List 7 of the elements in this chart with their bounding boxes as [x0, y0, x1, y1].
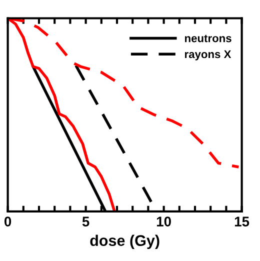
x-tick-label: 5 — [82, 216, 90, 226]
x-axis-title: dose (Gy) — [90, 234, 160, 250]
x-tick-label: 0 — [4, 216, 12, 226]
x-tick-label: 10 — [156, 216, 171, 226]
legend-label: rayons X — [185, 50, 232, 60]
x-tick-label: 15 — [234, 216, 250, 226]
legend-label: neutrons — [185, 34, 232, 42]
